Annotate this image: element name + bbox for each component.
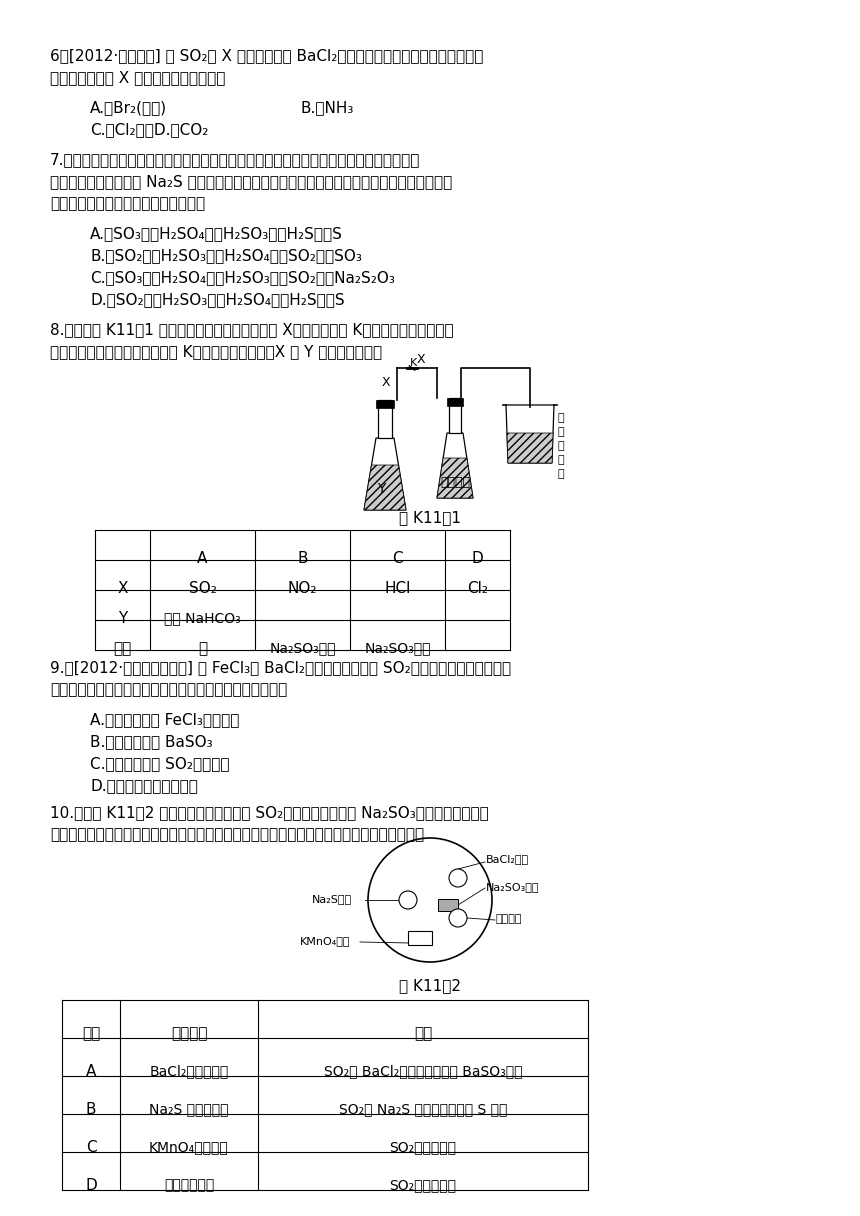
Text: Na₂S溶液: Na₂S溶液 — [312, 894, 352, 903]
Text: D: D — [471, 551, 483, 565]
Text: 有沉淠生成，则 X 气体不可能是（　　）: 有沉淠生成，则 X 气体不可能是（ ） — [50, 71, 225, 85]
Text: B.　SO₂　　H₂SO₃　　H₂SO₄　　SO₂　　SO₃: B. SO₂ H₂SO₃ H₂SO₄ SO₂ SO₃ — [90, 248, 362, 263]
Polygon shape — [437, 458, 473, 499]
Text: A.　Br₂(蒋气): A. Br₂(蒋气) — [90, 100, 167, 116]
Text: NO₂: NO₂ — [288, 581, 317, 596]
Text: 澄: 澄 — [558, 413, 565, 423]
Polygon shape — [507, 433, 553, 463]
Circle shape — [449, 910, 467, 927]
Text: 饱和 NaHCO₃: 饱和 NaHCO₃ — [164, 610, 241, 625]
Text: Y: Y — [377, 482, 385, 496]
Text: SO₂具有还原性: SO₂具有还原性 — [390, 1141, 457, 1154]
Text: D.　反应后溶液酸性增强: D. 反应后溶液酸性增强 — [90, 778, 198, 793]
Text: A: A — [86, 1064, 96, 1079]
Text: 水: 水 — [558, 469, 565, 479]
Text: 水: 水 — [198, 641, 207, 655]
Text: K: K — [410, 358, 417, 368]
Polygon shape — [364, 438, 406, 510]
Text: 石: 石 — [558, 441, 565, 451]
Bar — [376, 400, 394, 409]
Text: 品红溶液: 品红溶液 — [496, 914, 523, 924]
Text: 品红溶液: 品红溶液 — [440, 475, 470, 489]
Text: C.　Cl₂　　D.　CO₂: C. Cl₂ D. CO₂ — [90, 122, 208, 137]
Text: Na₂S 溶液变浑激: Na₂S 溶液变浑激 — [150, 1102, 229, 1116]
Text: Cl₂: Cl₂ — [467, 581, 488, 596]
Polygon shape — [506, 405, 554, 463]
Bar — [438, 899, 458, 911]
Text: X: X — [417, 353, 426, 366]
Text: 图 K11－2: 图 K11－2 — [399, 978, 461, 993]
Text: 8.　向如图 K11－1 所示的装置中缓慢地通入气体 X，若关闭活塞 K，则品红溶液无变化而: 8. 向如图 K11－1 所示的装置中缓慢地通入气体 X，若关闭活塞 K，则品红… — [50, 322, 453, 337]
Text: 硫元素，则它们正确的顺序是（　　）: 硫元素，则它们正确的顺序是（ ） — [50, 196, 206, 212]
Text: 酸，立即用另一表面盘扣在上面。下表中对实验现象的描述或所做的解释不正确的是（　　）: 酸，立即用另一表面盘扣在上面。下表中对实验现象的描述或所做的解释不正确的是（ ） — [50, 827, 424, 841]
Text: BaCl₂溶液: BaCl₂溶液 — [486, 854, 529, 865]
Text: HCl: HCl — [384, 581, 411, 596]
Text: 灰: 灰 — [558, 455, 565, 465]
FancyArrowPatch shape — [409, 366, 415, 370]
Text: 9.　[2012·杭师大附中月考] 往 FeCl₃和 BaCl₂的混合溶液中通入 SO₂，溶液颜色由棕黄色变成: 9. [2012·杭师大附中月考] 往 FeCl₃和 BaCl₂的混合溶液中通入… — [50, 660, 511, 675]
Text: 实验现象: 实验现象 — [171, 1026, 207, 1041]
Text: D: D — [85, 1178, 97, 1193]
Text: 选项: 选项 — [82, 1026, 100, 1041]
Polygon shape — [364, 465, 406, 510]
Text: C.　该实验表明 SO₂有漂白性: C. 该实验表明 SO₂有漂白性 — [90, 756, 230, 771]
Text: C: C — [86, 1141, 96, 1155]
Text: KMnO₄溶液褪色: KMnO₄溶液褪色 — [149, 1141, 229, 1154]
Text: D.　SO₂　　H₂SO₃　　H₂SO₄　　H₂S　　S: D. SO₂ H₂SO₃ H₂SO₄ H₂S S — [90, 292, 345, 306]
Text: SO₂与 Na₂S 溶液反应产生了 S 单质: SO₂与 Na₂S 溶液反应产生了 S 单质 — [339, 1102, 507, 1116]
Text: X: X — [382, 376, 390, 389]
Text: Y: Y — [118, 610, 127, 626]
Text: Na₂SO₃溶液: Na₂SO₃溶液 — [269, 641, 335, 655]
Bar — [449, 398, 461, 433]
Text: 品红溶液褪色: 品红溶液褪色 — [164, 1178, 214, 1192]
Text: 乙变成丙。在丙里加入 Na₂S 生成气体丁，把丁通入乙得到沉淠戊。甲、乙、丙、丁、戊均含有: 乙变成丙。在丙里加入 Na₂S 生成气体丁，把丁通入乙得到沉淠戊。甲、乙、丙、丁… — [50, 174, 452, 188]
Bar — [378, 400, 392, 438]
Circle shape — [449, 869, 467, 886]
Text: X: X — [117, 581, 128, 596]
Text: KMnO₄溶液: KMnO₄溶液 — [300, 936, 351, 946]
Bar — [408, 931, 432, 945]
Text: 浅绻色，同时有白色沉淠产生。下列说法正确的是（　　）: 浅绻色，同时有白色沉淠产生。下列说法正确的是（ ） — [50, 682, 287, 697]
Polygon shape — [437, 433, 473, 499]
Text: 澄清石灰水变浑激；若打开活塞 K，则品红溶液褪色。X 和 Y 可能是（　　）: 澄清石灰水变浑激；若打开活塞 K，则品红溶液褪色。X 和 Y 可能是（ ） — [50, 344, 382, 359]
Text: 图 K11－1: 图 K11－1 — [399, 510, 461, 525]
Text: 10.　如图 K11－2 所示，利用培养盘探究 SO₂的性质。实验时向 Na₂SO₃固体上滴几滴浓硫: 10. 如图 K11－2 所示，利用培养盘探究 SO₂的性质。实验时向 Na₂S… — [50, 805, 488, 820]
Circle shape — [399, 891, 417, 910]
Text: SO₂具有漂白性: SO₂具有漂白性 — [390, 1178, 457, 1192]
Text: A.　该实验表明 FeCl₃有还原性: A. 该实验表明 FeCl₃有还原性 — [90, 713, 239, 727]
Text: B: B — [86, 1102, 96, 1118]
Text: C: C — [392, 551, 402, 565]
Text: Na₂SO₃溶液: Na₂SO₃溶液 — [365, 641, 431, 655]
Text: 清: 清 — [558, 427, 565, 437]
Bar — [447, 398, 463, 406]
Text: 7.　硫黄在空气中燃烧生成气体甲，甲溶于水得溶液乙，向乙溶液中滴加溩水，溩水褪色，: 7. 硫黄在空气中燃烧生成气体甲，甲溶于水得溶液乙，向乙溶液中滴加溩水，溩水褪色… — [50, 152, 421, 167]
Text: A: A — [197, 551, 207, 565]
Text: SO₂与 BaCl₂溶液反应产生了 BaSO₃沉淠: SO₂与 BaCl₂溶液反应产生了 BaSO₃沉淠 — [323, 1064, 522, 1079]
Text: 溶液: 溶液 — [114, 641, 132, 655]
Text: 解释: 解释 — [414, 1026, 432, 1041]
Text: 6．[2012·杭州模拟] 将 SO₂和 X 气体分别通入 BaCl₂溶液，未见沉淠生成，若同时通入，: 6．[2012·杭州模拟] 将 SO₂和 X 气体分别通入 BaCl₂溶液，未见… — [50, 47, 483, 63]
Text: B.　NH₃: B. NH₃ — [300, 100, 353, 116]
Text: BaCl₂溶液变浑激: BaCl₂溶液变浑激 — [150, 1064, 229, 1079]
Text: B: B — [298, 551, 308, 565]
Text: B.　白色沉淠为 BaSO₃: B. 白色沉淠为 BaSO₃ — [90, 734, 212, 749]
Text: C.　SO₃　　H₂SO₄　　H₂SO₃　　SO₂　　Na₂S₂O₃: C. SO₃ H₂SO₄ H₂SO₃ SO₂ Na₂S₂O₃ — [90, 270, 395, 285]
Text: SO₂: SO₂ — [188, 581, 217, 596]
Text: Na₂SO₃固体: Na₂SO₃固体 — [486, 882, 539, 893]
Text: A.　SO₃　　H₂SO₄　　H₂SO₃　　H₂S　　S: A. SO₃ H₂SO₄ H₂SO₃ H₂S S — [90, 226, 343, 241]
